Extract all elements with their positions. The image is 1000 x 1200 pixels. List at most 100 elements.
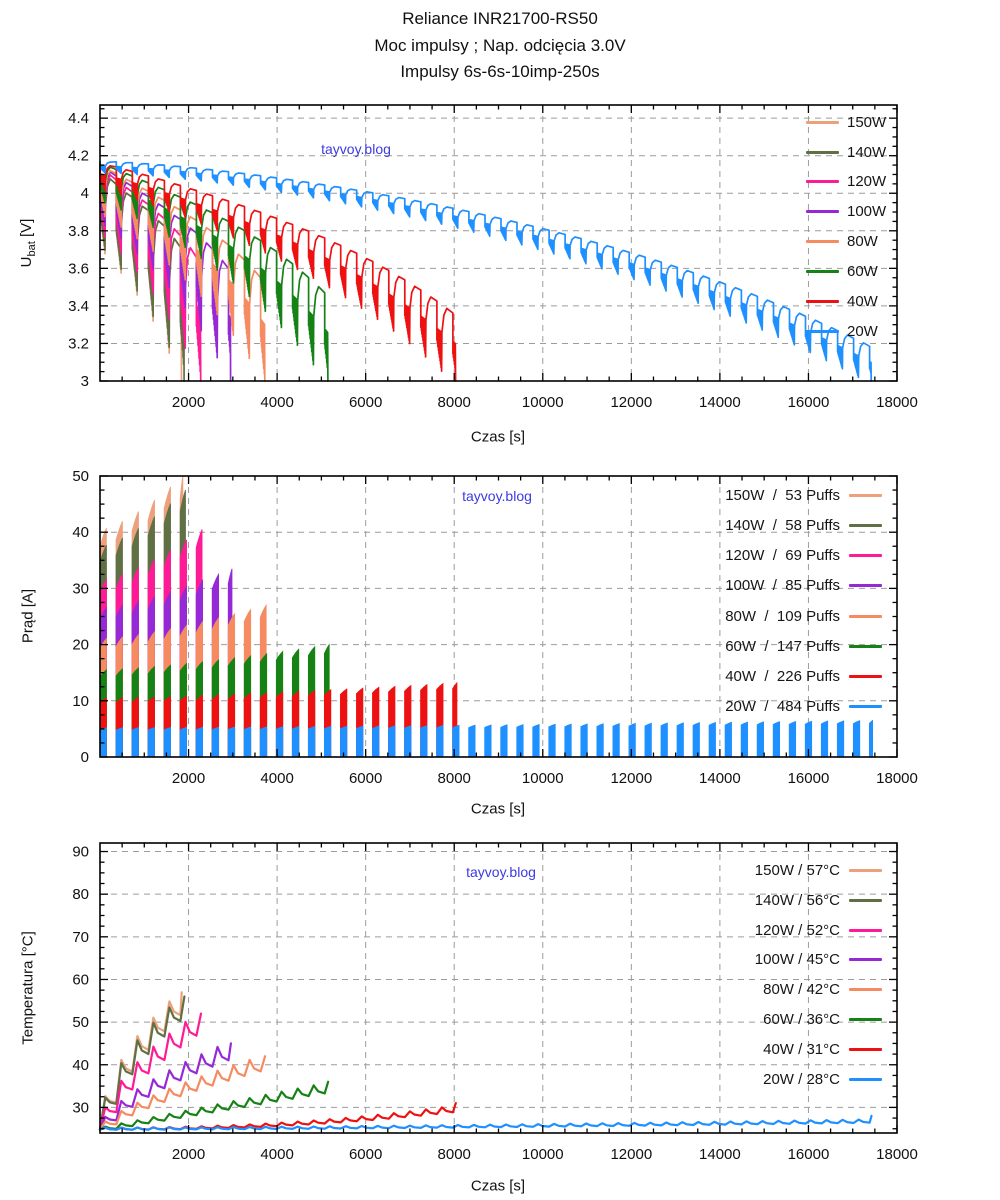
legend-item-current-20w: 20W / 484 Puffs: [600, 697, 882, 715]
current-y-axis-title: Prąd [A]: [19, 588, 37, 644]
legend-item-temp-80w: 80W / 42°C: [600, 980, 882, 998]
page-title-line1: Reliance INR21700-RS50: [402, 9, 598, 28]
legend-item-voltage-140w: 140W: [806, 143, 886, 161]
page-title-line3: Impulsy 6s-6s-10imp-250s: [400, 62, 600, 81]
svg-text:18000: 18000: [876, 394, 918, 411]
legend-item-current-80w: 80W / 109 Puffs: [600, 607, 882, 625]
svg-text:3.6: 3.6: [68, 260, 89, 277]
legend-swatch-temp-40w: [849, 1047, 882, 1051]
svg-text:4000: 4000: [260, 770, 293, 787]
svg-text:6000: 6000: [349, 1146, 382, 1163]
watermark-current: tayvoy.blog: [462, 488, 532, 504]
legend-item-current-100w: 100W / 85 Puffs: [600, 576, 882, 594]
svg-text:4000: 4000: [260, 394, 293, 411]
legend-swatch-current-100w: [849, 583, 882, 587]
svg-text:8000: 8000: [438, 394, 471, 411]
svg-text:3.8: 3.8: [68, 223, 89, 240]
svg-text:4: 4: [81, 185, 89, 202]
legend-item-current-60w: 60W / 147 Puffs: [600, 637, 882, 655]
svg-text:10000: 10000: [522, 394, 564, 411]
legend-swatch-120w: [806, 179, 839, 183]
current-x-axis-title: Czas [s]: [470, 800, 526, 818]
svg-text:3: 3: [81, 373, 89, 390]
svg-text:50: 50: [72, 468, 89, 485]
legend-item-voltage-150w: 150W: [806, 113, 886, 131]
legend-swatch-150w: [806, 120, 839, 124]
temperature-y-axis-title: Temperatura [°C]: [19, 931, 37, 1045]
legend-item-temp-40w: 40W / 31°C: [600, 1040, 882, 1058]
svg-text:8000: 8000: [438, 1146, 471, 1163]
svg-text:18000: 18000: [876, 770, 918, 787]
legend-swatch-140w: [806, 150, 839, 154]
svg-text:6000: 6000: [349, 394, 382, 411]
legend-swatch-temp-120w: [849, 928, 882, 932]
legend-swatch-40w: [806, 299, 839, 303]
svg-text:18000: 18000: [876, 1146, 918, 1163]
legend-swatch-current-80w: [849, 614, 882, 618]
svg-text:40: 40: [72, 524, 89, 541]
svg-text:90: 90: [72, 844, 89, 861]
svg-text:40: 40: [72, 1057, 89, 1074]
svg-text:3.2: 3.2: [68, 335, 89, 352]
svg-text:16000: 16000: [788, 770, 830, 787]
svg-text:30: 30: [72, 1099, 89, 1116]
legend-item-current-150w: 150W / 53 Puffs: [600, 486, 882, 504]
legend-swatch-temp-150w: [849, 868, 882, 872]
legend-item-temp-150w: 150W / 57°C: [600, 861, 882, 879]
legend-swatch-current-150w: [849, 493, 882, 497]
svg-text:12000: 12000: [610, 770, 652, 787]
svg-text:2000: 2000: [172, 394, 205, 411]
legend-swatch-100w: [806, 209, 839, 213]
svg-text:80: 80: [72, 886, 89, 903]
svg-text:12000: 12000: [610, 394, 652, 411]
svg-text:12000: 12000: [610, 1146, 652, 1163]
svg-text:16000: 16000: [788, 1146, 830, 1163]
svg-text:4.2: 4.2: [68, 148, 89, 165]
svg-text:10000: 10000: [522, 770, 564, 787]
svg-text:3.4: 3.4: [68, 298, 89, 315]
svg-text:10: 10: [72, 693, 89, 710]
legend-swatch-current-60w: [849, 644, 882, 648]
legend-item-voltage-40w: 40W: [806, 292, 878, 310]
svg-text:6000: 6000: [349, 770, 382, 787]
temperature-x-axis-title: Czas [s]: [470, 1177, 526, 1195]
legend-item-temp-60w: 60W / 36°C: [600, 1010, 882, 1028]
legend-swatch-80w: [806, 239, 839, 243]
legend-swatch-current-20w: [849, 704, 882, 708]
legend-swatch-temp-80w: [849, 987, 882, 991]
legend-swatch-temp-100w: [849, 957, 882, 961]
legend-swatch-60w: [806, 269, 839, 273]
svg-text:10000: 10000: [522, 1146, 564, 1163]
svg-text:30: 30: [72, 580, 89, 597]
legend-item-current-140w: 140W / 58 Puffs: [600, 516, 882, 534]
watermark-temperature: tayvoy.blog: [466, 864, 536, 880]
page-title-line2: Moc impulsy ; Nap. odcięcia 3.0V: [374, 36, 626, 55]
legend-swatch-temp-60w: [849, 1017, 882, 1021]
legend-item-temp-120w: 120W / 52°C: [600, 921, 882, 939]
svg-text:0: 0: [81, 749, 89, 766]
watermark-voltage: tayvoy.blog: [321, 141, 391, 157]
legend-item-current-40w: 40W / 226 Puffs: [600, 667, 882, 685]
legend-swatch-temp-140w: [849, 898, 882, 902]
svg-text:2000: 2000: [172, 770, 205, 787]
legend-item-temp-140w: 140W / 56°C: [600, 891, 882, 909]
svg-text:14000: 14000: [699, 394, 741, 411]
svg-text:4.4: 4.4: [68, 110, 89, 127]
legend-swatch-current-40w: [849, 674, 882, 678]
svg-text:70: 70: [72, 929, 89, 946]
legend-item-current-120w: 120W / 69 Puffs: [600, 546, 882, 564]
legend-item-voltage-60w: 60W: [806, 262, 878, 280]
legend-swatch-20w: [806, 329, 839, 333]
svg-text:16000: 16000: [788, 394, 830, 411]
legend-swatch-current-120w: [849, 553, 882, 557]
legend-item-voltage-100w: 100W: [806, 202, 886, 220]
voltage-x-axis-title: Czas [s]: [470, 428, 526, 446]
voltage-y-axis-title: Ubat [V]: [18, 218, 38, 268]
svg-text:60: 60: [72, 971, 89, 988]
legend-swatch-current-140w: [849, 523, 882, 527]
svg-text:14000: 14000: [699, 1146, 741, 1163]
svg-text:2000: 2000: [172, 1146, 205, 1163]
legend-item-temp-100w: 100W / 45°C: [600, 950, 882, 968]
svg-text:50: 50: [72, 1014, 89, 1031]
